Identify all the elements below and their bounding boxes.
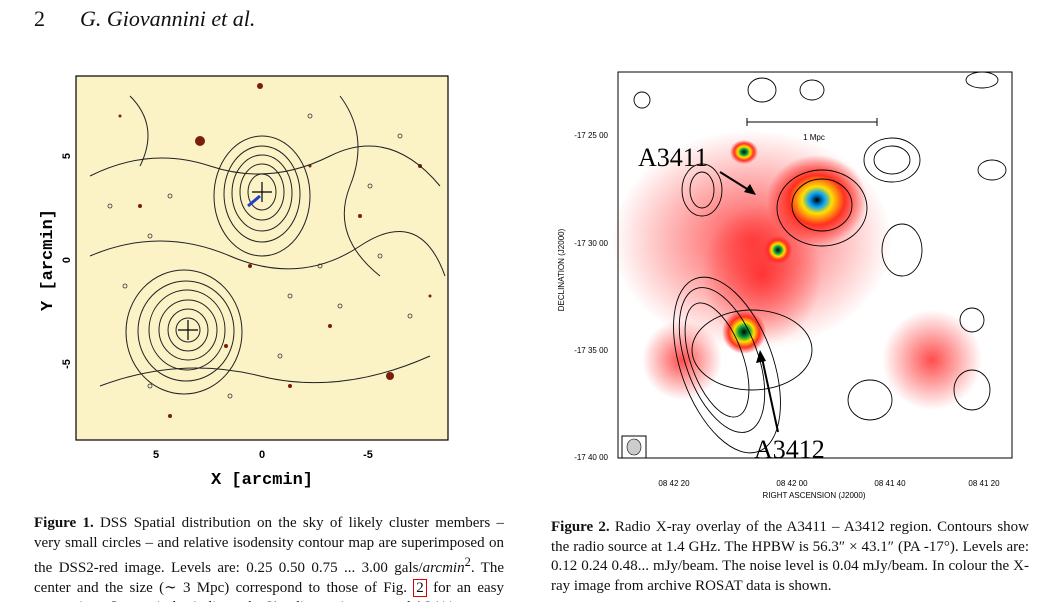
star — [386, 372, 394, 380]
cluster-center-crosses — [178, 182, 272, 340]
dec-tick-label: -17 35 00 — [574, 346, 608, 355]
figure-2-caption: Figure 2. Radio X-ray overlay of the A34… — [551, 518, 1029, 596]
star — [288, 384, 292, 388]
figure-reference-link[interactable]: 2 — [413, 578, 427, 597]
ra-tick-label: 08 41 20 — [968, 479, 1000, 488]
caption-text: Radio X-ray overlay of the A3411 – A3412… — [551, 519, 1029, 594]
caption-unit: arcmin — [422, 560, 465, 576]
star — [118, 114, 122, 118]
stars — [118, 83, 432, 418]
scale-bar — [746, 118, 878, 126]
member-galaxies — [107, 113, 413, 399]
scale-bar-label: 1 Mpc — [803, 133, 825, 142]
y-tick-label: 0 — [61, 257, 73, 263]
isodensity-contours — [89, 95, 446, 395]
star — [328, 324, 332, 328]
dss-image — [75, 75, 449, 441]
ra-tick-label: 08 42 20 — [658, 479, 690, 488]
radio-contours — [633, 71, 1007, 454]
ra-tick-label: 08 41 40 — [874, 479, 906, 488]
dec-ticks: -17 25 00 -17 30 00 -17 35 00 -17 40 00 — [574, 131, 608, 462]
x-axis-label: RIGHT ASCENSION (J2000) — [763, 491, 866, 500]
blue-marker — [247, 194, 261, 208]
figure-1-caption: Figure 1. DSS Spatial distribution on th… — [34, 514, 504, 602]
label-a3412: A3412 — [754, 435, 825, 464]
caption-superscript: 2 — [464, 555, 471, 569]
figure-1: 5 0 -5 5 0 -5 X [arcmin] Y [arcmin] — [39, 75, 449, 490]
x-axis-ticks: 5 0 -5 — [153, 449, 373, 461]
y-axis-label: Y [arcmin] — [39, 209, 58, 311]
star — [257, 83, 263, 89]
ra-tick-label: 08 42 00 — [776, 479, 808, 488]
x-axis-label: X [arcmin] — [211, 471, 313, 490]
star — [248, 264, 252, 268]
star — [358, 214, 362, 218]
x-tick-label: 5 — [153, 449, 159, 461]
page-number: 2 — [34, 6, 45, 31]
caption-label: Figure 1. — [34, 515, 94, 531]
caption-text: . The center and the size (∼ 3 Mpc) corr… — [34, 560, 504, 596]
arrow-head-a3411 — [744, 184, 756, 195]
dec-tick-label: -17 25 00 — [574, 131, 608, 140]
star — [168, 414, 172, 418]
arrow-a3412 — [761, 357, 779, 433]
star — [428, 294, 432, 298]
x-tick-label: 0 — [259, 449, 265, 461]
y-tick-label: -5 — [61, 359, 73, 369]
caption-text: DSS Spatial distribution on the sky of l… — [34, 515, 504, 576]
star — [195, 136, 205, 146]
dec-tick-label: -17 30 00 — [574, 239, 608, 248]
dec-tick-label: -17 40 00 — [574, 453, 608, 462]
y-axis-ticks: 5 0 -5 — [61, 153, 73, 369]
arrow-head-a3412 — [756, 350, 766, 363]
label-a3411: A3411 — [638, 143, 708, 172]
caption-label: Figure 2. — [551, 519, 610, 535]
caption-text: for an easy comparison. Large circles in… — [34, 579, 504, 602]
star — [138, 204, 142, 208]
running-header-authors: G. Giovannini et al. — [80, 6, 256, 31]
x-tick-label: -5 — [363, 449, 373, 461]
y-axis-label: DECLINATION (J2000) — [557, 228, 566, 311]
figure-2: 1 Mpc A3411 A3412 -17 25 00 -17 30 00 -1… — [557, 71, 1013, 500]
beam-indicator — [621, 435, 647, 459]
y-tick-label: 5 — [61, 153, 73, 159]
ra-ticks: 08 42 20 08 42 00 08 41 40 08 41 20 — [658, 479, 1000, 488]
star — [224, 344, 228, 348]
